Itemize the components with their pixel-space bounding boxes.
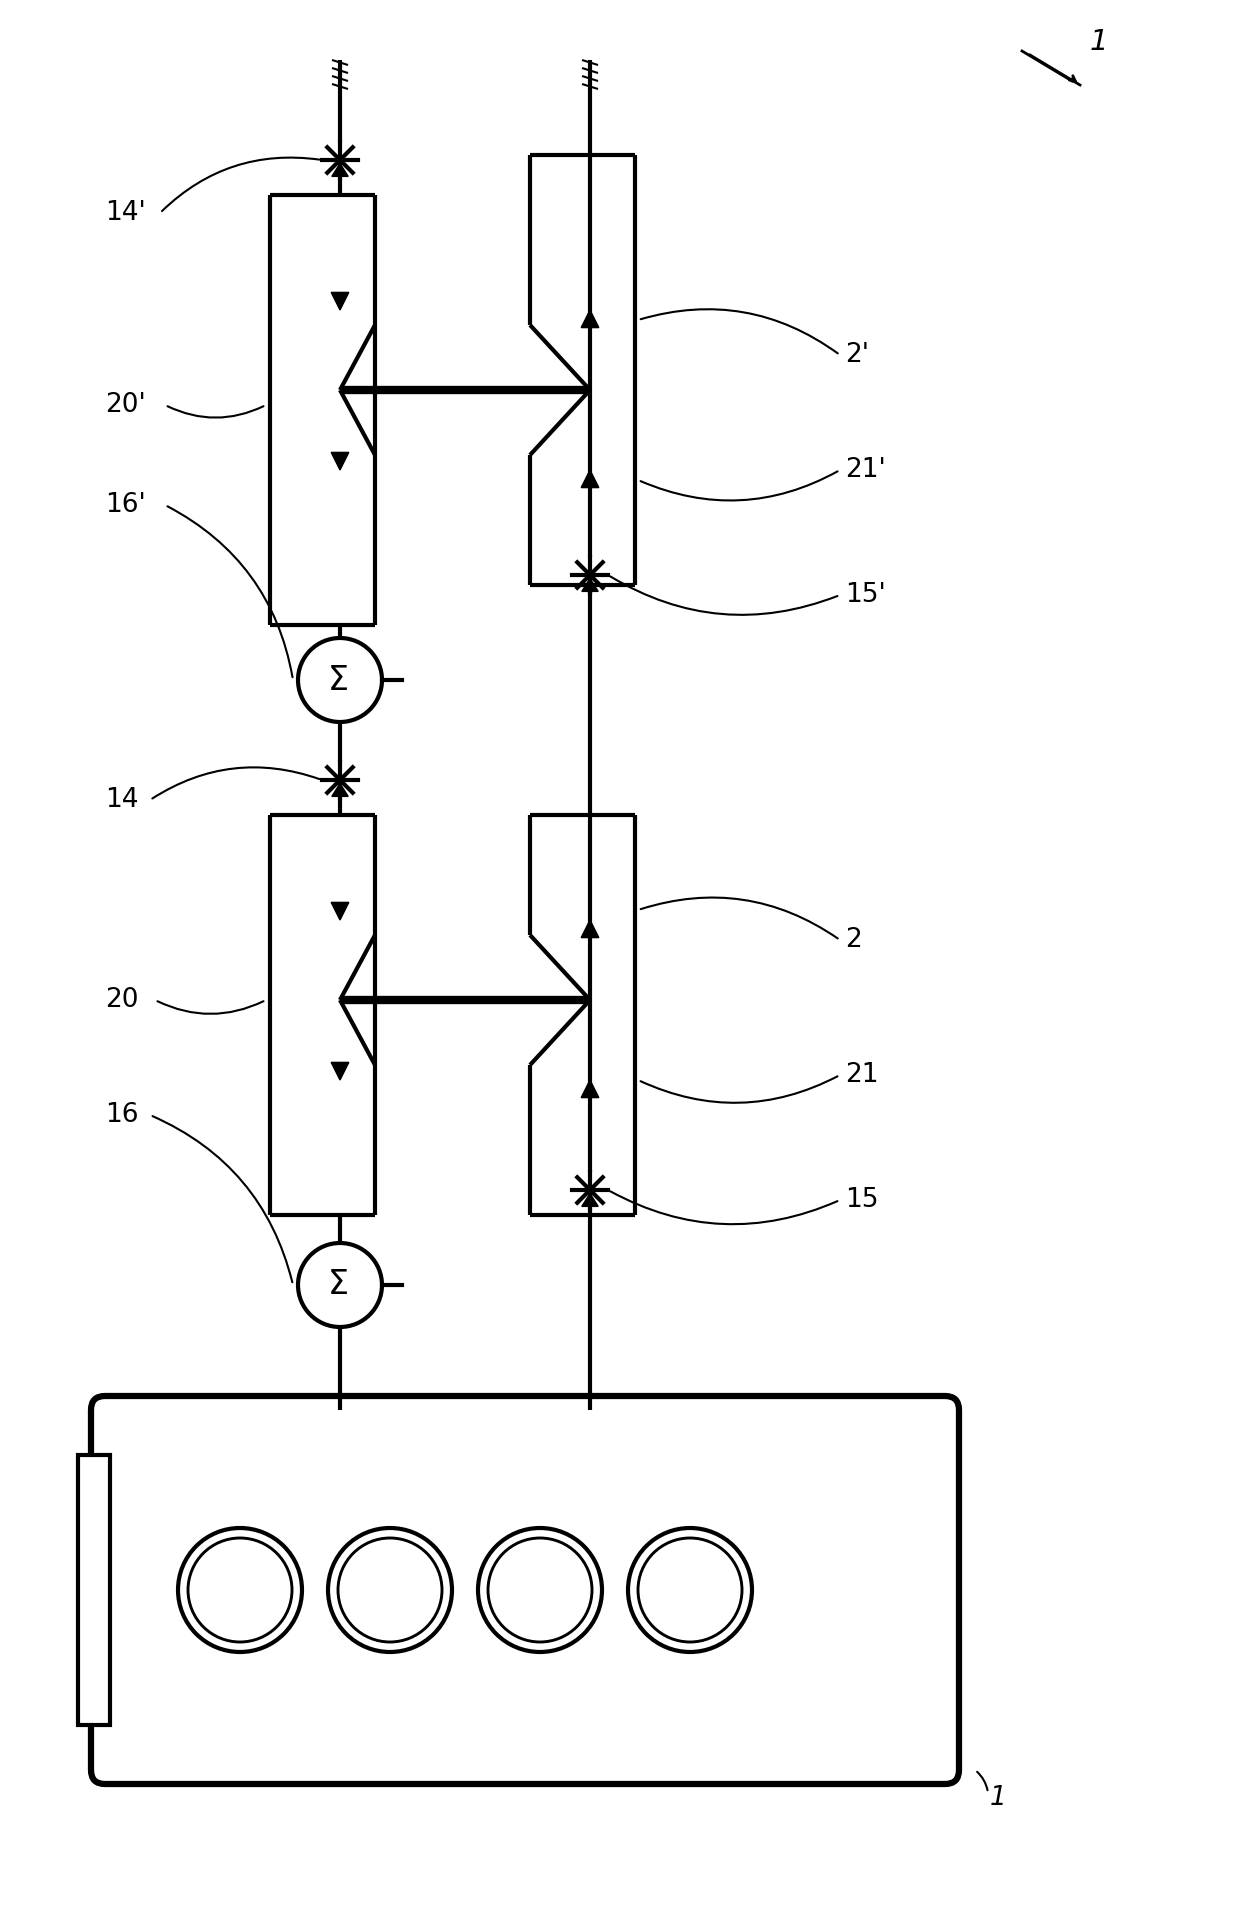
Text: 2': 2' (844, 341, 869, 368)
Circle shape (298, 1243, 382, 1327)
Text: 14': 14' (105, 199, 146, 226)
Text: 2: 2 (844, 926, 862, 953)
Polygon shape (331, 292, 348, 311)
Polygon shape (331, 1063, 348, 1080)
Circle shape (489, 1538, 591, 1642)
Polygon shape (331, 901, 348, 921)
Circle shape (477, 1529, 601, 1651)
Text: 15': 15' (844, 581, 885, 608)
Polygon shape (582, 579, 598, 591)
Polygon shape (331, 453, 348, 470)
Text: 20: 20 (105, 988, 139, 1013)
Circle shape (339, 1538, 441, 1642)
Circle shape (188, 1538, 291, 1642)
Text: 1: 1 (990, 1786, 1007, 1811)
FancyBboxPatch shape (91, 1396, 959, 1784)
Text: 15: 15 (844, 1187, 878, 1212)
Polygon shape (582, 311, 599, 328)
Polygon shape (582, 1080, 599, 1097)
Text: 21': 21' (844, 456, 885, 483)
Circle shape (627, 1529, 751, 1651)
Text: 20': 20' (105, 391, 146, 418)
Text: 21: 21 (844, 1063, 878, 1088)
Polygon shape (332, 784, 348, 796)
Circle shape (329, 1529, 453, 1651)
Text: $\Sigma$: $\Sigma$ (326, 664, 347, 696)
Circle shape (179, 1529, 303, 1651)
Polygon shape (582, 470, 599, 487)
Text: 16': 16' (105, 493, 146, 518)
Text: 1: 1 (1090, 29, 1109, 56)
Polygon shape (332, 163, 348, 176)
Polygon shape (582, 1193, 598, 1206)
Circle shape (298, 639, 382, 721)
Bar (78, 1456, 110, 1724)
Circle shape (639, 1538, 742, 1642)
Text: $\Sigma$: $\Sigma$ (326, 1268, 347, 1302)
Text: 14: 14 (105, 786, 139, 813)
Polygon shape (582, 921, 599, 938)
Text: 16: 16 (105, 1103, 139, 1128)
